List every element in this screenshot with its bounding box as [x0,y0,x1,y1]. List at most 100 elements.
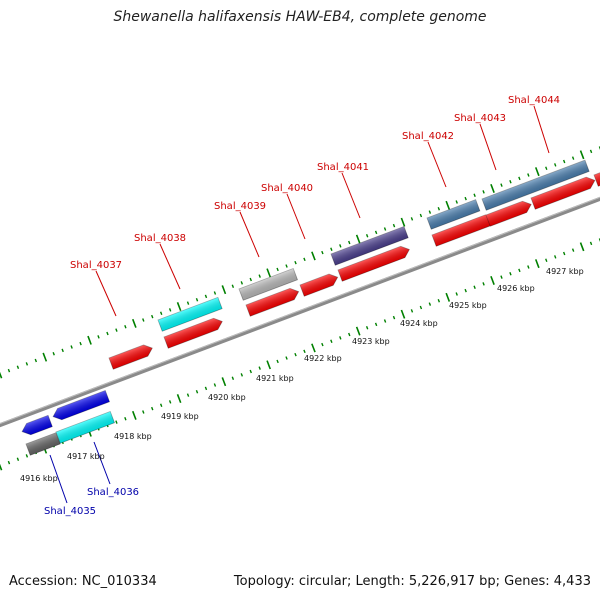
gene-shal-4036[interactable] [55,411,116,444]
tick-mark [383,227,387,231]
cds-shal-4038[interactable] [163,316,224,349]
tick-mark [213,291,217,295]
tick-mark [490,275,495,285]
tick-mark [445,292,451,302]
leader-line [93,441,111,485]
ruler-label: 4919 kbp [161,412,199,421]
ruler-labels: 4916 kbp 4917 kbp 4918 kbp 4919 kbp 4920… [20,267,584,483]
tick-mark [339,336,342,340]
tick-mark [16,457,20,461]
cds-shal-4039[interactable] [245,286,301,317]
gene-shal-4044-shade [482,160,590,211]
gene-label-shal-4037: Shal_4037 [70,260,122,271]
tick-mark [321,250,324,255]
tick-mark [579,150,585,160]
tick-mark [482,282,485,286]
leader-line [49,454,68,504]
tick-mark [545,166,548,170]
ruler-label: 4925 kbp [449,301,487,310]
tick-mark [419,213,423,218]
cds-shal-4041[interactable] [337,244,411,282]
tick-mark [221,285,227,295]
tick-mark [303,257,306,262]
cds-shal-4042-shade [432,214,495,247]
tick-mark [400,217,406,227]
ruler-label: 4924 kbp [400,319,438,328]
tick-mark [168,400,172,404]
ruler-label: 4923 kbp [352,337,390,346]
tick-mark [527,265,530,269]
tick-mark [25,454,29,458]
tick-mark [195,390,199,394]
gene-label-shal-4036: Shal_4036 [87,487,139,498]
tick-mark [240,281,244,285]
cds-shal-4041-shade [338,246,410,282]
tick-mark [195,298,199,302]
tick-mark [428,210,432,214]
tick-mark [365,325,369,330]
tick-mark [562,251,566,256]
accession-label: Accession: NC_010334 [9,574,157,589]
leader-line [286,193,306,240]
cds-shal-4045[interactable] [593,168,600,187]
label-leaders [49,105,550,504]
tick-mark [589,241,593,246]
tick-mark [518,176,521,181]
cds-shal-4040[interactable] [299,272,340,297]
tick-mark [445,200,451,210]
cds-shal-4037[interactable] [108,342,154,370]
tick-mark [554,255,557,259]
tick-mark [249,369,252,374]
tick-mark [213,383,217,387]
tick-mark [115,420,118,424]
tick-mark [294,352,297,357]
tick-mark [500,275,503,279]
gene-shal-4044[interactable] [481,159,590,211]
gene-shal-4034-shade [22,415,53,435]
tick-mark [518,268,521,273]
tick-mark [97,335,100,339]
tick-mark [204,386,208,391]
tick-mark [186,301,190,305]
tick-mark [534,259,540,269]
tick-mark [339,244,342,248]
tick-mark [490,183,495,193]
tick-mark [106,331,109,336]
tick-mark [348,332,351,337]
reverse-gene-labels: Shal_4035 Shal_4036 [44,487,139,517]
tick-mark [374,230,378,235]
tick-mark [400,309,406,319]
tick-mark [330,247,333,251]
tick-mark [204,294,208,299]
tick-mark [579,242,585,252]
gene-shal-4041-shade [331,226,409,266]
tick-mark [311,343,316,353]
inner-tick-track [0,238,600,471]
tick-mark [266,268,271,278]
gene-shal-4041[interactable] [330,225,409,266]
cds-shal-4043[interactable] [485,199,533,227]
tick-mark [545,258,548,262]
leader-line [341,172,361,219]
tick-mark [258,274,261,278]
gene-shal-4035[interactable] [25,432,61,456]
tick-mark [151,406,154,411]
gene-shal-4039[interactable] [238,268,299,301]
gene-shal-4038-shade [158,297,223,332]
tick-mark [285,264,288,268]
tick-mark [500,183,503,187]
tick-mark [437,298,441,303]
tick-mark [330,339,333,343]
tick-mark [527,173,530,177]
cds-shal-4043-shade [486,201,532,227]
tick-mark [61,348,64,353]
gene-shal-4036-top[interactable] [51,390,111,423]
gene-shal-4038[interactable] [157,296,223,332]
gene-shal-4034[interactable] [20,414,53,437]
gene-shal-4035-shade [26,432,61,456]
gene-shal-4042[interactable] [426,199,481,230]
tick-mark [70,345,73,349]
cds-shal-4044[interactable] [530,175,597,210]
ruler-label: 4922 kbp [304,354,342,363]
